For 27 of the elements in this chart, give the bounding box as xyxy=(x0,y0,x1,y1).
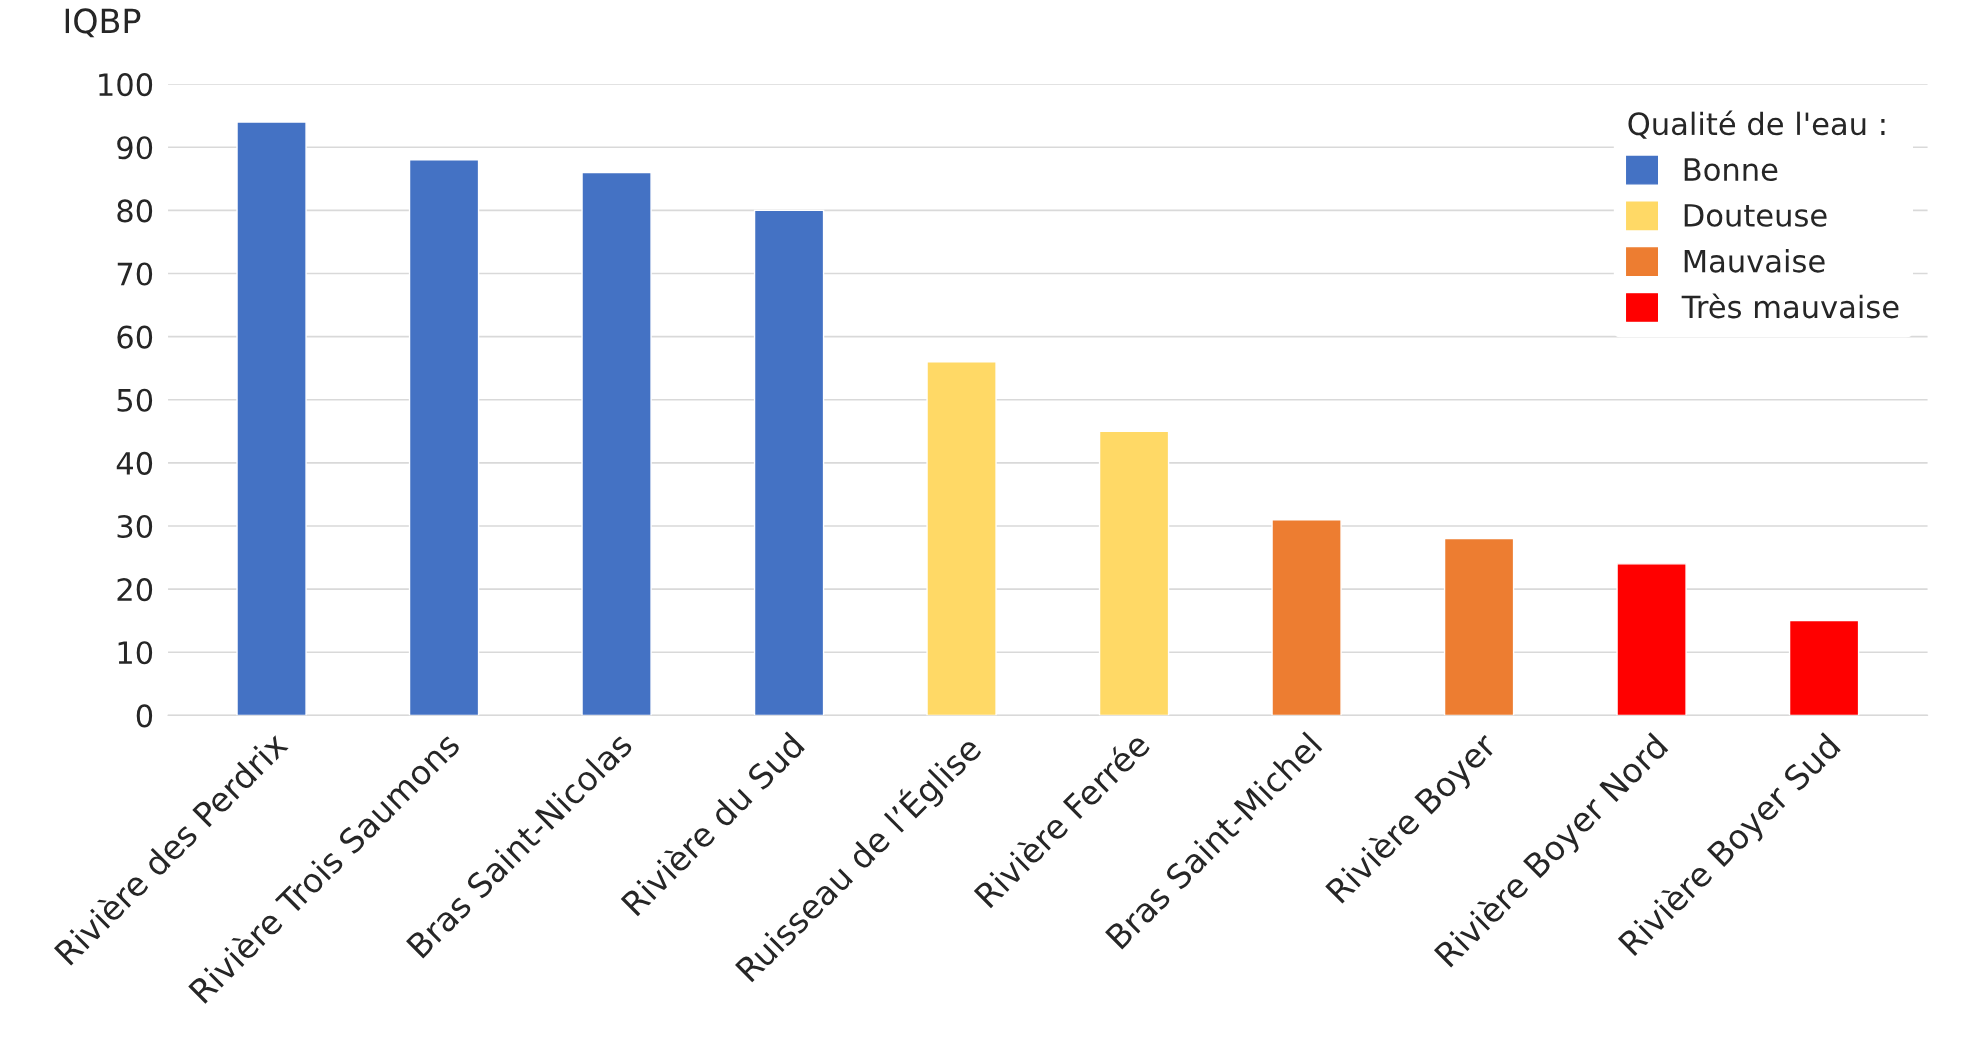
bar xyxy=(1098,430,1170,716)
y-tick-label: 50 xyxy=(117,388,153,412)
bar xyxy=(926,361,997,716)
bar xyxy=(236,121,307,716)
bar xyxy=(1443,537,1515,716)
y-tick-label: 70 xyxy=(117,262,153,286)
y-axis-title: IQBP xyxy=(65,8,141,38)
y-tick-label: 10 xyxy=(118,641,153,665)
bar xyxy=(408,159,480,716)
y-tick-label: 40 xyxy=(116,451,153,475)
y-tick-label: 80 xyxy=(117,199,153,223)
y-tick-label: 30 xyxy=(117,514,153,539)
y-tick-label: 20 xyxy=(117,578,153,602)
bar xyxy=(753,209,825,716)
legend-label: Très mauvaise xyxy=(1681,293,1899,319)
y-tick-label: 60 xyxy=(117,325,153,349)
legend-label: Bonne xyxy=(1684,158,1778,182)
bar xyxy=(1271,518,1342,716)
legend-title: Qualité de l'eau : xyxy=(1628,110,1885,139)
y-tick-label: 100 xyxy=(99,73,153,97)
bar xyxy=(1788,619,1860,716)
bar xyxy=(581,171,652,716)
bar xyxy=(1616,563,1687,716)
legend-label: Mauvaise xyxy=(1684,248,1825,273)
legend-label: Douteuse xyxy=(1684,204,1827,227)
y-tick-label: 90 xyxy=(117,136,153,160)
y-tick-label: 0 xyxy=(136,704,153,728)
